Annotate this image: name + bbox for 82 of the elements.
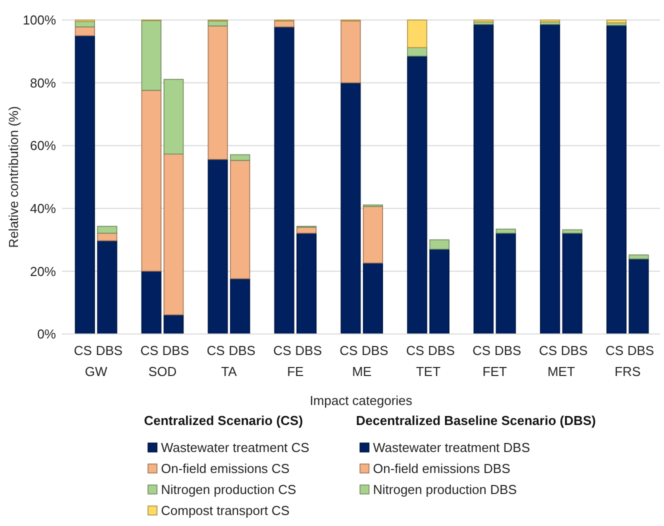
text: SOD — [148, 364, 177, 379]
text: Decentralized Baseline Scenario (DBS) — [356, 413, 596, 428]
bar — [606, 20, 627, 24]
x-tick-label: DBS — [428, 343, 456, 358]
x-tick-label: CS — [74, 343, 92, 358]
legend-label: On-field emissions CS — [161, 461, 290, 476]
x-tick-label: CS — [206, 343, 226, 358]
bar — [74, 35, 95, 334]
bar — [362, 262, 384, 334]
bar — [230, 278, 250, 334]
bar — [97, 226, 118, 234]
bar — [230, 154, 250, 161]
x-tick-label: CS — [340, 343, 358, 358]
bar — [628, 258, 649, 334]
text: FE — [287, 364, 304, 379]
bar — [208, 26, 228, 160]
bar — [74, 21, 95, 28]
bar — [496, 232, 516, 334]
x-tick-label: CS — [140, 343, 159, 358]
legend-label: Nitrogen production CS — [161, 482, 296, 497]
x-tick-label: DBS — [494, 343, 522, 358]
bar — [407, 56, 428, 334]
x-tick-label: CS — [605, 343, 624, 358]
x-tick-label: DBS — [295, 343, 322, 358]
text: MET — [547, 364, 575, 379]
x-tick-label: DBS — [560, 343, 588, 358]
y-tick-label: 0% — [37, 326, 56, 342]
legend-label: Wastewater treatment DBS — [373, 440, 530, 455]
bar — [429, 239, 450, 250]
legend-label: Nitrogen production DBS — [373, 482, 518, 497]
x-tick-label: DBS — [627, 343, 654, 358]
bar — [606, 24, 627, 334]
x-tick-label: CS — [472, 343, 491, 358]
bar — [274, 26, 294, 334]
x-tick-label: DBS — [228, 343, 256, 358]
bar — [362, 206, 384, 264]
x-tick-label: DBS — [96, 343, 123, 358]
text: ME — [352, 364, 372, 379]
bar — [429, 248, 450, 334]
bar — [164, 154, 184, 316]
y-tick-label: 80% — [30, 75, 56, 90]
bar — [164, 78, 184, 154]
bar — [340, 20, 361, 84]
bar — [97, 232, 118, 242]
x-tick-label: CS — [273, 343, 292, 358]
text: FRS — [614, 364, 641, 379]
legend-label: Wastewater treatment CS — [161, 440, 310, 455]
bar — [296, 232, 317, 334]
x-tick-label: DBS — [162, 343, 190, 358]
x-tick-label: DBS — [362, 343, 389, 358]
bar — [141, 20, 162, 91]
legend-label: Compost transport CS — [161, 503, 290, 518]
text: GW — [84, 364, 108, 379]
text: TET — [416, 364, 441, 379]
bar — [407, 20, 428, 48]
legend-label: On-field emissions DBS — [373, 461, 511, 476]
bar — [141, 270, 162, 334]
y-tick-label: 100% — [22, 12, 56, 28]
bar — [562, 229, 582, 234]
text: Centralized Scenario (CS) — [144, 413, 303, 428]
bar — [164, 314, 184, 334]
bar — [540, 24, 560, 334]
bar — [274, 20, 294, 28]
bar — [340, 82, 361, 334]
x-tick-label: CS — [539, 343, 558, 358]
x-tick-label: CS — [406, 343, 425, 358]
text: FET — [482, 364, 508, 379]
bar — [407, 47, 428, 57]
bar — [97, 240, 118, 334]
y-axis-title: Relative contribution (%) — [6, 106, 21, 248]
bar — [496, 228, 516, 234]
x-axis-title: Impact categories — [310, 393, 413, 408]
bar — [474, 24, 494, 334]
text: TA — [221, 364, 238, 379]
bar — [208, 159, 228, 334]
bar — [628, 254, 649, 260]
bar — [230, 160, 250, 280]
bar — [141, 90, 162, 272]
y-tick-label: 40% — [30, 200, 56, 216]
y-tick-label: 60% — [30, 138, 56, 154]
bar — [562, 232, 582, 334]
y-tick-label: 20% — [30, 264, 56, 279]
